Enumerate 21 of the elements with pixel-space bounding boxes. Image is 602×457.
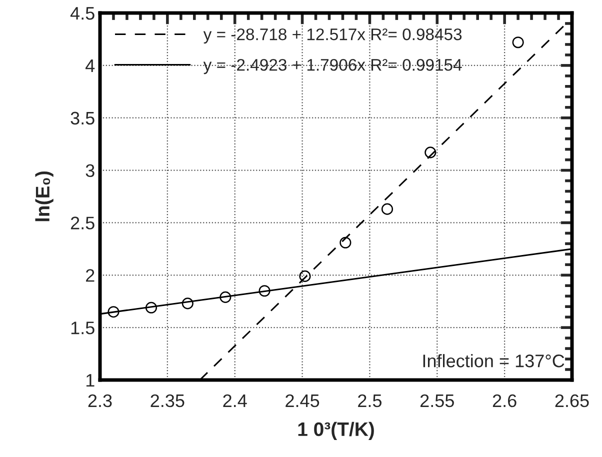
x-tick-label: 2.35 [150,394,184,408]
y-tick-label: 2.5 [70,216,94,230]
y-tick-label: 3 [86,164,94,178]
y-tick-label: 1.5 [71,322,94,334]
y-tick-label: 4.5 [70,7,94,20]
y-tick-label: 4 [86,60,95,72]
x-tick-label: 2.5 [358,394,382,408]
y-tick-label: 2 [86,269,94,282]
x-tick-label: 2.3 [88,394,112,408]
x-axis-title: 1 0³(T/K) [298,422,374,440]
x-tick-label: 2.6 [492,394,516,408]
y-tick-label: 3.5 [70,112,94,125]
x-tick-label: 2.4 [223,394,247,407]
y-tick-label: 1 [86,374,94,387]
legend-label: y = -2.4923 + 1.7906x R²= 0.99154 [203,58,462,74]
x-tick-label: 2.65 [555,394,589,408]
annotation: Inflection = 137°C [423,354,564,368]
y-axis-title: ln(E₀) [35,171,54,222]
x-tick-label: 2.55 [420,394,454,408]
legend-label: y = -28.718 + 12.517x R²= 0.98453 [203,28,462,44]
x-tick-label: 2.45 [286,394,320,408]
